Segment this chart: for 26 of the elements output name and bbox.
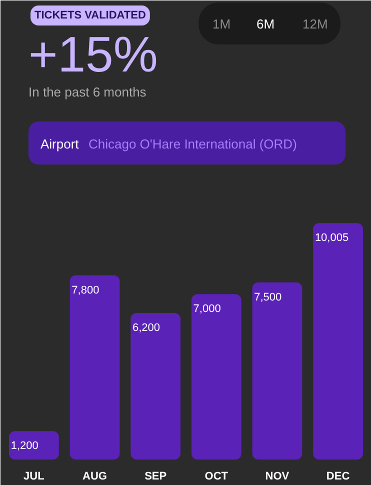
data-label: 1,200 [10,440,38,452]
chart-subtitle: +15% [28,26,158,82]
bar [70,275,120,460]
chart-title: TICKETS VALIDATED [34,10,146,22]
bar [252,282,302,460]
x-tick-label: AUG [82,470,107,482]
text: In the past 6 months [28,84,147,100]
bar [313,223,363,460]
bar [191,294,242,460]
bar [130,313,181,460]
x-tick-label: OCT [204,470,228,482]
data-label: 7,500 [254,291,282,304]
data-label: 7,800 [72,284,100,296]
bar [9,431,59,460]
x-tick-label: DEC [326,470,350,482]
data-label: 10,005 [314,232,349,244]
x-tick-label: SEP [144,470,167,482]
x-tick-label: JUL [24,470,45,482]
text: 12M [302,16,328,32]
text: 1M [212,16,231,32]
text: Chicago O'Hare International (ORD) [88,136,297,152]
text: Airport [40,136,80,152]
data-label: 6,200 [132,322,160,334]
data-label: 7,000 [193,303,221,316]
text: 6M [256,16,275,32]
x-tick-label: NOV [265,470,290,482]
